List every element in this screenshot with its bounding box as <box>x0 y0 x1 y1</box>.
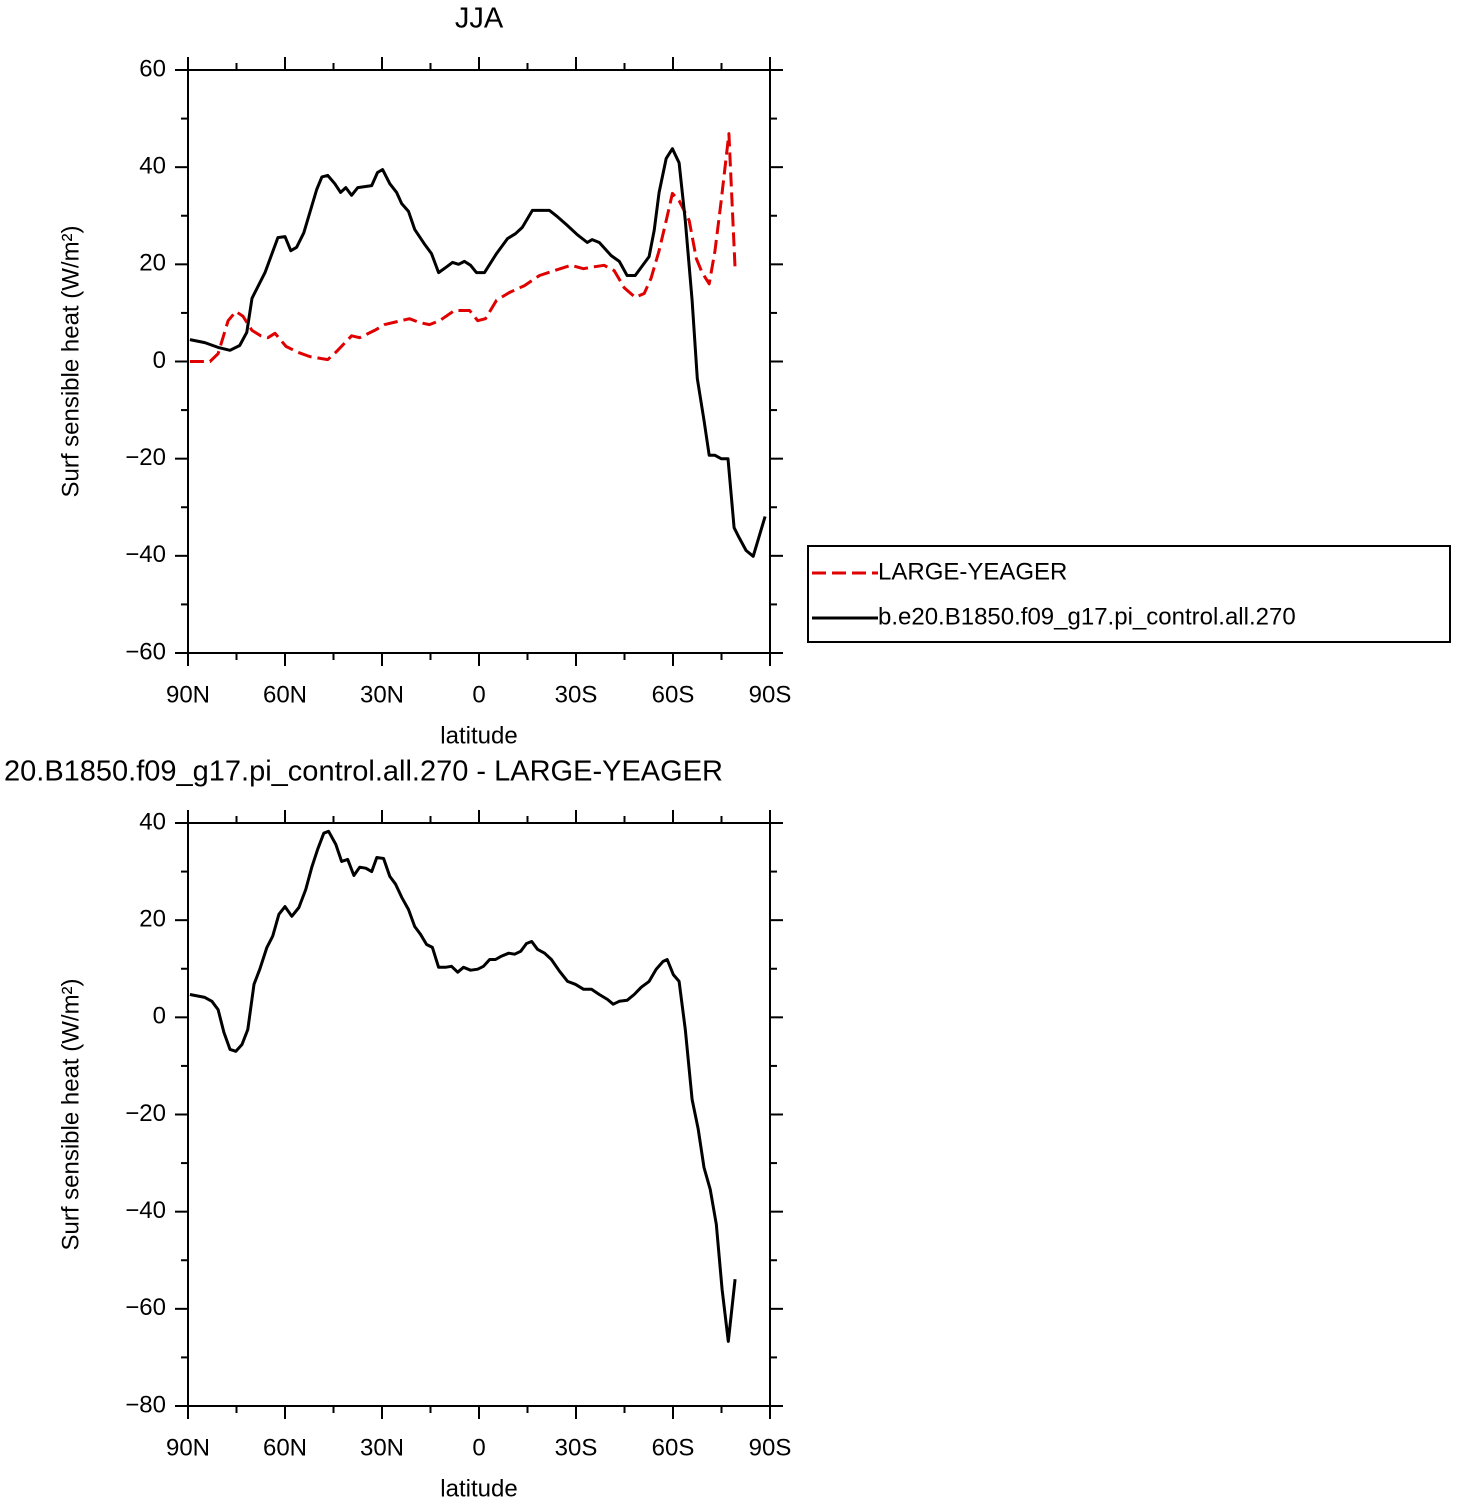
x-tick-label: 30N <box>360 1434 404 1461</box>
legend-label: LARGE-YEAGER <box>878 558 1067 585</box>
x-tick-label: 90S <box>749 681 792 708</box>
y-tick-label: −40 <box>125 541 166 568</box>
y-tick-label: −60 <box>125 638 166 665</box>
legend-box <box>807 545 1451 643</box>
x-tick-label: 30S <box>555 681 598 708</box>
y-tick-label: 0 <box>153 347 166 374</box>
y-tick-label: 60 <box>139 55 166 82</box>
x-tick-label: 60S <box>652 681 695 708</box>
x-tick-label: 60S <box>652 1434 695 1461</box>
x-tick-label: 90N <box>166 1434 210 1461</box>
x-tick-label: 60N <box>263 1434 307 1461</box>
x-tick-label: 60N <box>263 681 307 708</box>
y-tick-label: −80 <box>125 1391 166 1418</box>
y-tick-label: −20 <box>125 444 166 471</box>
x-tick-label: 90N <box>166 681 210 708</box>
plot-frame <box>187 69 771 654</box>
y-axis-label: Surf sensible heat (W/m²) <box>57 225 84 497</box>
chart-title: 20.B1850.f09_g17.pi_control.all.270 - LA… <box>4 756 723 788</box>
plot-frame <box>187 822 771 1407</box>
chart-title: JJA <box>455 3 504 35</box>
x-tick-label: 0 <box>472 1434 485 1461</box>
y-tick-label: 0 <box>153 1003 166 1030</box>
y-tick-label: −20 <box>125 1100 166 1127</box>
x-tick-label: 0 <box>472 681 485 708</box>
x-tick-label: 90S <box>749 1434 792 1461</box>
x-tick-label: 30S <box>555 1434 598 1461</box>
y-tick-label: −40 <box>125 1197 166 1224</box>
data-line <box>189 132 737 363</box>
data-line <box>189 829 737 1343</box>
y-tick-label: 20 <box>139 906 166 933</box>
legend-label: b.e20.B1850.f09_g17.pi_control.all.270 <box>878 603 1296 630</box>
y-tick-label: 40 <box>139 153 166 180</box>
x-axis-label: latitude <box>440 722 517 749</box>
y-tick-label: 20 <box>139 250 166 277</box>
data-line <box>189 147 767 558</box>
y-axis-label: Surf sensible heat (W/m²) <box>57 978 84 1250</box>
x-axis-label: latitude <box>440 1475 517 1502</box>
x-tick-label: 30N <box>360 681 404 708</box>
y-tick-label: 40 <box>139 808 166 835</box>
y-tick-label: −60 <box>125 1294 166 1321</box>
